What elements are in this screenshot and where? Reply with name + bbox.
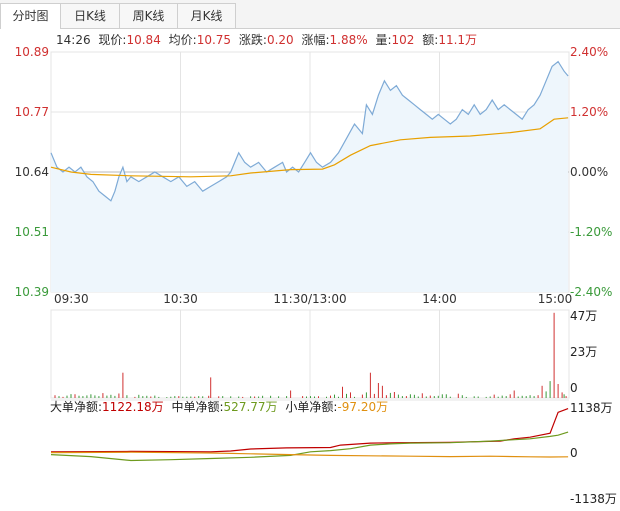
tab-daily-kline[interactable]: 日K线 bbox=[60, 3, 120, 28]
small-order-line bbox=[50, 451, 569, 458]
intraday-chart: 10.89 10.77 10.64 10.51 10.39 2.40% 1.20% 0.00%… bbox=[15, 32, 617, 506]
price-tick-label: 10.77 bbox=[15, 105, 49, 119]
tab-weekly-kline[interactable]: 周K线 bbox=[119, 3, 178, 28]
info-pct-value: 1.88% bbox=[330, 33, 368, 47]
flow-tick-label: 1138万 bbox=[570, 401, 613, 415]
info-avg-value: 10.75 bbox=[197, 33, 231, 47]
time-tick-label: 15:00 bbox=[538, 292, 573, 306]
medium-order-line bbox=[50, 431, 569, 462]
time-tick-label: 09:30 bbox=[54, 292, 89, 306]
price-tick-label: 10.51 bbox=[15, 225, 49, 239]
price-area-fill bbox=[51, 61, 569, 292]
tab-intraday[interactable]: 分时图 bbox=[0, 3, 61, 29]
medium-order-value: 527.77万 bbox=[224, 400, 278, 414]
time-tick-label: 11:30/13:00 bbox=[273, 292, 346, 306]
chart-tab-bar: 分时图 日K线 周K线 月K线 bbox=[0, 0, 620, 29]
volume-tick-label: 47万 bbox=[570, 309, 597, 323]
flow-tick-label: 0 bbox=[570, 446, 578, 460]
large-order-line bbox=[50, 408, 569, 453]
pct-tick-label: 1.20% bbox=[570, 105, 608, 119]
pct-tick-label: -1.20% bbox=[570, 225, 612, 239]
info-amount-value: 11.1万 bbox=[438, 33, 477, 47]
info-price-value: 10.84 bbox=[126, 33, 160, 47]
large-order-value: 1122.18万 bbox=[102, 400, 164, 414]
info-bar: 14:26 现价:10.84 均价:10.75 涨跌:0.20 涨幅:1.88%… bbox=[56, 32, 477, 47]
time-tick-label: 10:30 bbox=[163, 292, 198, 306]
avg-price-line bbox=[50, 117, 569, 178]
large-order-label: 大单净额: bbox=[50, 400, 102, 414]
info-price-label: 现价: bbox=[98, 33, 126, 47]
price-tick-label: 10.39 bbox=[15, 285, 49, 299]
volume-tick-label: 0 bbox=[570, 381, 578, 395]
time-tick-label: 14:00 bbox=[422, 292, 457, 306]
info-amount-label: 额: bbox=[422, 33, 438, 47]
info-pct-label: 涨幅: bbox=[301, 32, 329, 47]
price-tick-label: 10.64 bbox=[15, 165, 49, 179]
flow-tick-label: -1138万 bbox=[570, 492, 617, 506]
tab-monthly-kline[interactable]: 月K线 bbox=[177, 3, 236, 28]
price-tick-label: 10.89 bbox=[15, 45, 49, 59]
info-avg-label: 均价: bbox=[169, 33, 197, 47]
info-change-label: 涨跌: bbox=[239, 32, 267, 47]
pct-tick-label: -2.40% bbox=[570, 285, 612, 299]
volume-tick-label: 23万 bbox=[570, 345, 597, 359]
pct-tick-label: 2.40% bbox=[570, 45, 608, 59]
price-line bbox=[50, 60, 569, 202]
info-volume-label: 量: bbox=[375, 33, 391, 47]
fund-flow-legend: 大单净额:1122.18万 中单净额:527.77万 小单净额:-97.20万 bbox=[50, 399, 388, 414]
medium-order-label: 中单净额: bbox=[172, 399, 224, 414]
info-change-value: 0.20 bbox=[267, 33, 294, 47]
pct-tick-label: 0.00% bbox=[570, 165, 608, 179]
small-order-value: -97.20万 bbox=[337, 400, 388, 414]
small-order-label: 小单净额: bbox=[285, 400, 337, 414]
info-time: 14:26 bbox=[56, 33, 91, 47]
info-volume-value: 102 bbox=[392, 33, 415, 47]
